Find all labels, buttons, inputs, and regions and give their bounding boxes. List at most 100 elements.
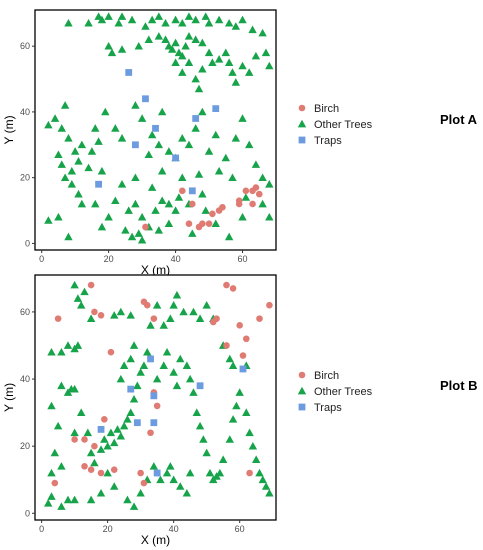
other-tree-point bbox=[136, 488, 145, 497]
other-tree-point bbox=[129, 394, 139, 403]
other-tree-point bbox=[127, 232, 137, 241]
trap-point bbox=[132, 141, 139, 149]
other-tree-point bbox=[152, 301, 162, 309]
other-tree-point bbox=[202, 448, 211, 457]
other-tree-point bbox=[191, 124, 200, 132]
trap-point bbox=[133, 419, 141, 427]
other-tree-point bbox=[124, 206, 133, 214]
other-tree-point bbox=[185, 374, 195, 383]
other-tree-point bbox=[166, 314, 175, 322]
other-tree-point bbox=[201, 12, 210, 20]
other-tree-point bbox=[248, 25, 257, 34]
trap-point bbox=[192, 115, 200, 122]
other-tree-point bbox=[84, 163, 93, 172]
other-tree-point bbox=[261, 48, 271, 57]
other-tree-point bbox=[179, 307, 188, 316]
other-tree-point bbox=[218, 455, 228, 463]
other-tree-point bbox=[245, 428, 254, 437]
trap-point bbox=[152, 124, 159, 132]
other-tree-point bbox=[64, 232, 73, 241]
other-tree-point bbox=[174, 193, 184, 201]
other-tree-point bbox=[164, 147, 174, 155]
other-tree-point bbox=[195, 314, 205, 322]
birch-point bbox=[185, 220, 193, 227]
legend-label: Birch bbox=[314, 103, 339, 115]
other-tree-point bbox=[70, 280, 79, 289]
other-tree-point bbox=[47, 468, 56, 477]
other-tree-point bbox=[143, 347, 152, 356]
other-tree-point bbox=[54, 212, 63, 221]
legend-label: Traps bbox=[314, 135, 342, 147]
other-tree-point bbox=[194, 84, 204, 93]
other-tree-point bbox=[144, 150, 154, 159]
other-tree-point bbox=[265, 61, 274, 70]
y-tick-label: 40 bbox=[20, 107, 30, 117]
birch-point bbox=[81, 463, 88, 470]
other-tree-point bbox=[182, 488, 192, 497]
trap-point bbox=[125, 69, 133, 76]
other-tree-point bbox=[131, 173, 140, 182]
other-tree-point bbox=[70, 147, 80, 155]
other-tree-point bbox=[184, 32, 194, 40]
legend-key-other-trees bbox=[297, 119, 307, 128]
x-tick-label: 20 bbox=[104, 254, 114, 264]
other-tree-point bbox=[111, 196, 120, 205]
birch-point bbox=[199, 220, 206, 227]
birch-point bbox=[242, 187, 250, 195]
other-tree-point bbox=[184, 12, 194, 20]
other-tree-point bbox=[137, 212, 147, 221]
other-tree-point bbox=[231, 22, 241, 30]
other-tree-point bbox=[154, 12, 164, 20]
other-tree-point bbox=[64, 18, 73, 27]
trap-point bbox=[172, 154, 179, 162]
trap-point bbox=[95, 180, 102, 188]
other-tree-point bbox=[86, 495, 96, 504]
other-tree-point bbox=[47, 492, 56, 500]
other-tree-point bbox=[191, 15, 200, 24]
other-tree-point bbox=[63, 341, 73, 349]
other-tree-point bbox=[129, 341, 139, 349]
other-tree-point bbox=[136, 368, 145, 376]
other-tree-point bbox=[211, 130, 220, 139]
other-tree-point bbox=[191, 74, 200, 83]
other-tree-point bbox=[245, 68, 254, 76]
other-tree-point bbox=[178, 134, 187, 142]
plot-title: Plot B bbox=[440, 378, 478, 393]
x-tick-label: 0 bbox=[39, 254, 44, 264]
legend-key-traps bbox=[298, 403, 306, 411]
other-tree-point bbox=[147, 183, 157, 191]
other-tree-point bbox=[172, 381, 182, 390]
other-tree-point bbox=[44, 120, 53, 129]
other-tree-point bbox=[57, 462, 66, 470]
other-tree-point bbox=[57, 502, 66, 510]
other-tree-point bbox=[50, 114, 60, 122]
birch-point bbox=[91, 308, 98, 316]
other-tree-point bbox=[70, 495, 79, 504]
other-tree-point bbox=[137, 235, 147, 244]
other-tree-point bbox=[178, 18, 187, 27]
other-tree-point bbox=[157, 196, 167, 205]
birch-point bbox=[205, 220, 213, 227]
other-tree-point bbox=[161, 18, 170, 27]
other-tree-point bbox=[164, 219, 174, 228]
other-tree-point bbox=[77, 408, 86, 416]
other-tree-point bbox=[154, 32, 164, 40]
other-tree-point bbox=[77, 199, 87, 208]
other-tree-point bbox=[54, 150, 63, 159]
other-tree-point bbox=[245, 140, 254, 149]
birch-point bbox=[266, 301, 273, 309]
other-tree-point bbox=[117, 134, 127, 142]
other-tree-point bbox=[117, 45, 127, 53]
x-tick-label: 60 bbox=[238, 254, 248, 264]
other-tree-point bbox=[172, 290, 182, 299]
other-tree-point bbox=[106, 428, 116, 437]
other-tree-point bbox=[104, 212, 113, 221]
other-tree-point bbox=[57, 347, 66, 356]
other-tree-point bbox=[176, 354, 185, 363]
other-tree-point bbox=[251, 455, 261, 463]
other-tree-point bbox=[192, 408, 201, 416]
other-tree-point bbox=[161, 35, 170, 43]
other-tree-point bbox=[50, 448, 60, 457]
other-tree-point bbox=[201, 206, 210, 214]
birch-point bbox=[87, 466, 95, 473]
